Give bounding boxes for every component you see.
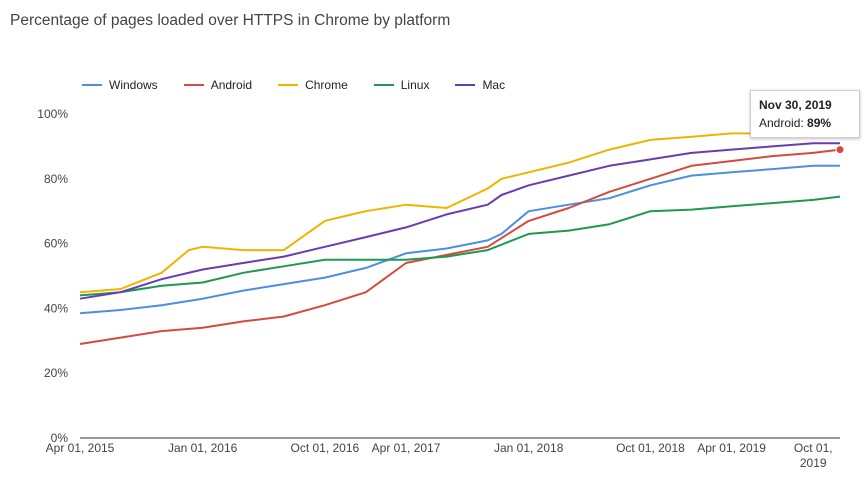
legend-item-chrome[interactable]: Chrome — [278, 78, 348, 92]
legend: Windows Android Chrome Linux Mac — [82, 78, 505, 92]
legend-item-linux[interactable]: Linux — [373, 78, 430, 92]
series-line-android — [79, 148, 841, 345]
x-tick-label: Jan 01, 2016 — [168, 441, 238, 455]
legend-item-windows[interactable]: Windows — [82, 78, 158, 92]
tooltip-series: Android: — [759, 116, 804, 130]
x-tick-label: Jan 01, 2018 — [494, 441, 564, 455]
series-line-linux — [79, 195, 841, 297]
legend-label: Chrome — [305, 78, 348, 92]
x-tick-label: Oct 01, 2016 — [290, 441, 359, 455]
legend-item-mac[interactable]: Mac — [455, 78, 505, 92]
y-tick-label: 60% — [44, 237, 68, 251]
y-tick-label: 0% — [51, 431, 69, 445]
legend-swatch — [278, 84, 299, 86]
legend-swatch — [82, 84, 102, 86]
x-tick-label: Oct 01, — [794, 441, 833, 455]
legend-swatch — [455, 84, 476, 86]
tooltip-value: 89% — [807, 116, 832, 130]
x-tick-label: Apr 01, 2015 — [46, 441, 115, 455]
y-tick-label: 100% — [37, 107, 68, 121]
series-line-windows — [79, 164, 840, 315]
y-tick-label: 80% — [44, 172, 68, 186]
highlighted-point[interactable] — [835, 145, 845, 155]
y-tick-label: 20% — [44, 366, 68, 380]
chart-title: Percentage of pages loaded over HTTPS in… — [10, 12, 451, 29]
legend-label: Linux — [400, 78, 430, 92]
x-tick-label: Apr 01, 2019 — [697, 441, 766, 455]
x-tick-label: Apr 01, 2017 — [372, 441, 441, 455]
legend-swatch — [183, 84, 204, 86]
legend-label: Mac — [482, 78, 506, 92]
x-tick-label: Oct 01, 2018 — [616, 441, 685, 455]
series-line-mac — [79, 142, 840, 300]
x-tick-label-line2: 2019 — [800, 456, 827, 470]
legend-item-android[interactable]: Android — [183, 78, 253, 92]
tooltip-date: Nov 30, 2019 — [759, 98, 832, 112]
legend-label: Android — [210, 78, 253, 92]
legend-label: Windows — [109, 78, 158, 92]
tooltip: Nov 30, 2019 Android: 89% — [750, 90, 860, 138]
y-tick-label: 40% — [44, 301, 68, 315]
series-line-chrome — [79, 126, 814, 294]
legend-swatch — [373, 84, 394, 86]
